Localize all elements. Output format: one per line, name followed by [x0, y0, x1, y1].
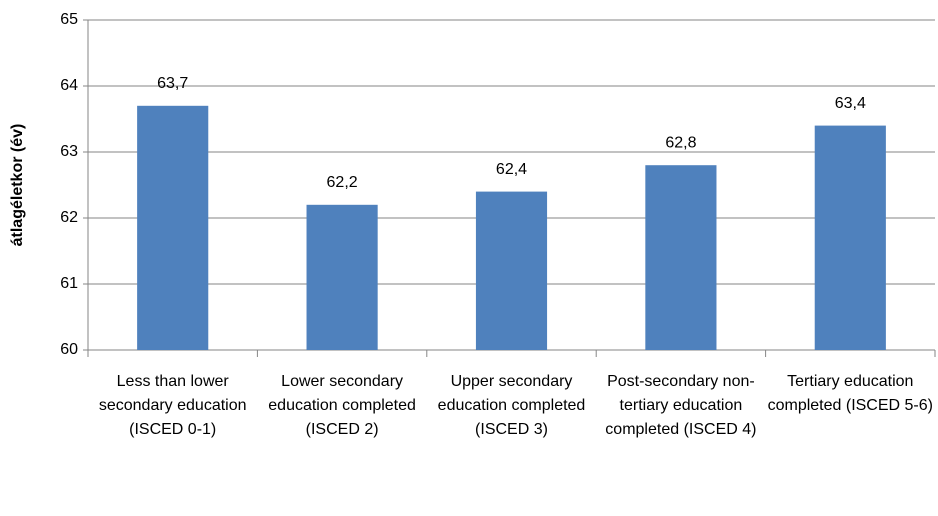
y-tick-label: 63 — [60, 143, 78, 160]
value-label: 63,7 — [157, 75, 188, 92]
y-tick-label: 61 — [60, 275, 78, 292]
x-tick-label: Lower secondary education completed (ISC… — [268, 373, 416, 438]
bar — [475, 191, 548, 350]
y-tick-label: 62 — [60, 209, 78, 226]
y-tick-label: 65 — [60, 11, 78, 28]
x-tick-label: Upper secondary education completed (ISC… — [437, 373, 586, 438]
x-tick-label: Tertiary education completed (ISCED 5-6) — [767, 373, 933, 414]
value-label: 62,4 — [496, 161, 527, 178]
value-label: 63,4 — [835, 95, 866, 112]
bar — [645, 165, 717, 350]
value-label: 62,2 — [327, 174, 358, 191]
x-tick-label: Less than lower secondary education (ISC… — [98, 373, 247, 438]
y-tick-label: 60 — [60, 341, 78, 358]
y-tick-label: 64 — [60, 77, 78, 94]
y-axis-label: átlagéletkor (év) — [9, 124, 26, 247]
bar — [137, 105, 209, 350]
value-label: 62,8 — [665, 134, 696, 151]
bar — [814, 125, 886, 350]
x-tick-label: Post-secondary non-tertiary education co… — [605, 373, 757, 438]
bar — [306, 204, 378, 350]
